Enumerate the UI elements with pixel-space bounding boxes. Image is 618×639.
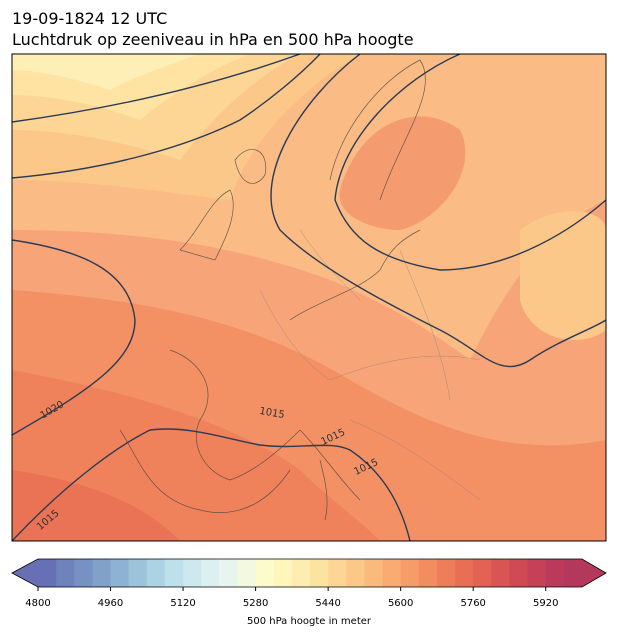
colorbar-segment — [346, 559, 365, 587]
colorbar-tick-label: 4960 — [98, 598, 123, 609]
title-date: 19-09-1824 12 UTC — [12, 9, 167, 28]
colorbar-segment — [473, 559, 492, 587]
colorbar-segment — [219, 559, 238, 587]
colorbar-segment — [38, 559, 57, 587]
colorbar-segment — [255, 559, 275, 587]
colorbar-segment — [273, 559, 293, 587]
colorbar-label: 500 hPa hoogte in meter — [247, 616, 372, 627]
colorbar-segment — [509, 559, 529, 587]
colorbar-segment — [328, 559, 347, 587]
colorbar-segment — [455, 559, 474, 587]
colorbar-segment — [183, 559, 202, 587]
colorbar-tick-label: 5600 — [388, 598, 413, 609]
colorbar-segment — [146, 559, 166, 587]
colorbar-segment — [110, 559, 130, 587]
colorbar-segment — [527, 559, 547, 587]
colorbar-segment — [128, 559, 148, 587]
colorbar-segment — [291, 559, 311, 587]
colorbar-segment — [74, 559, 93, 587]
colorbar-segment — [92, 559, 112, 587]
colorbar-segment — [237, 559, 257, 587]
colorbar-tick-label: 5920 — [533, 598, 558, 609]
colorbar-segment — [436, 559, 456, 587]
map-frame — [11, 53, 607, 542]
map — [12, 54, 606, 541]
colorbar-segment — [418, 559, 438, 587]
colorbar-segment — [201, 559, 220, 587]
colorbar-segment — [491, 559, 510, 587]
colorbar-tick-label: 5760 — [460, 598, 485, 609]
colorbar-tick-label: 4800 — [25, 598, 50, 609]
colorbar-segment — [56, 559, 75, 587]
colorbar-segment — [382, 559, 402, 587]
colorbar-segment — [563, 559, 583, 587]
colorbar-tick-label: 5280 — [243, 598, 268, 609]
colorbar-segment — [164, 559, 184, 587]
colorbar-segment — [545, 559, 565, 587]
colorbar-segment — [364, 559, 384, 587]
colorbar-segment — [310, 559, 329, 587]
colorbar-tick-label: 5120 — [170, 598, 195, 609]
colorbar: 4800 4960 5120 5280 5440 5600 5760 5920 — [11, 558, 607, 609]
colorbar-extend-low — [12, 559, 38, 587]
colorbar-tick-label: 5440 — [315, 598, 340, 609]
colorbar-segment — [400, 559, 420, 587]
title-description: Luchtdruk op zeeniveau in hPa en 500 hPa… — [12, 30, 414, 49]
isobar-label: 1015 — [258, 406, 285, 421]
colorbar-extend-high — [582, 559, 606, 587]
